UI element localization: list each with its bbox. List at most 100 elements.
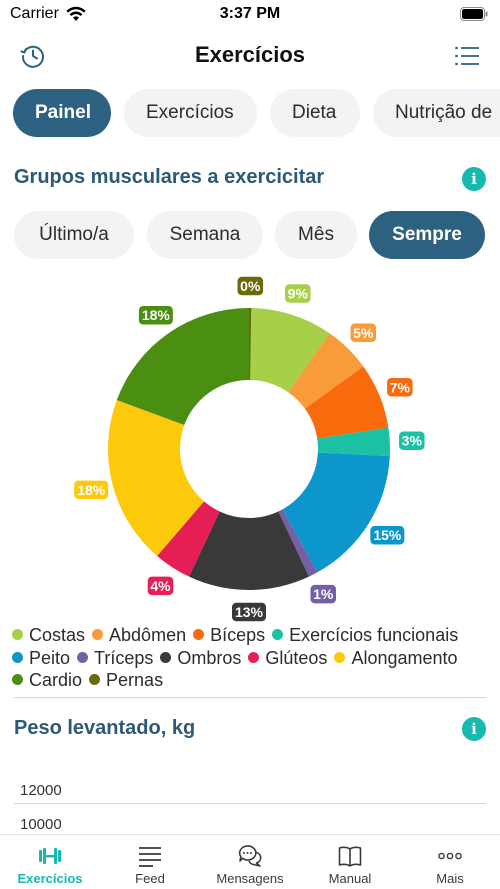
legend-item-cardio[interactable]: Cardio (12, 669, 82, 692)
legend-item-exercicios-funcionais[interactable]: Exercícios funcionais (272, 624, 458, 647)
legend-label: Pernas (106, 670, 164, 690)
legend-label: Tríceps (94, 647, 154, 668)
y-tick-label: 10000 (20, 816, 62, 833)
bottom-tab-label: Mais (436, 871, 464, 886)
feed-icon (139, 847, 161, 867)
tab-dieta[interactable]: Dieta (270, 89, 360, 137)
clock: 3:37 PM (219, 5, 281, 22)
period-always[interactable]: Sempre (369, 211, 485, 259)
legend-item-ombros[interactable]: Ombros (160, 647, 241, 670)
svg-text:13%: 13% (235, 604, 264, 620)
svg-text:15%: 15% (373, 527, 402, 543)
legend-label: Peito (29, 647, 71, 668)
muscle-groups-donut-chart: 9% 5% 7% 3% 15% 1% 13% 4% 18% 18% 0% (72, 275, 427, 622)
divider (14, 697, 486, 698)
legend-item-alongamento[interactable]: Alongamento (334, 647, 458, 670)
list-icon[interactable] (454, 44, 480, 68)
donut-slice-triceps[interactable] (278, 509, 318, 577)
legend-item-triceps[interactable]: Tríceps (77, 647, 153, 670)
period-selector: Último/a Semana Mês Sempre (0, 211, 500, 259)
legend-label: Exercícios funcionais (289, 625, 459, 645)
slice-label-cardio: 18% (137, 304, 175, 326)
info-icon[interactable]: i (462, 717, 486, 741)
svg-text:18%: 18% (142, 307, 171, 323)
slice-label-costas: 9% (283, 282, 313, 305)
book-icon (338, 846, 362, 867)
legend-item-abdomen[interactable]: Abdômen (92, 624, 186, 647)
period-month[interactable]: Mês (275, 211, 357, 259)
tab-nutricao[interactable]: Nutrição de (373, 89, 500, 137)
legend-item-costas[interactable]: Costas (12, 624, 85, 647)
svg-text:3%: 3% (402, 433, 423, 449)
slice-label-pernas: 0% (236, 275, 265, 297)
legend-swatch (89, 674, 101, 685)
legend-swatch (12, 674, 23, 685)
bottom-tab-feed[interactable]: Feed (100, 835, 200, 889)
tab-exercicios[interactable]: Exercícios (124, 89, 257, 137)
legend-label: Ombros (177, 647, 242, 668)
svg-text:18%: 18% (77, 482, 106, 498)
page-title: Exercícios (194, 42, 306, 67)
bottom-tab-mensagens[interactable]: Mensagens (200, 835, 300, 889)
svg-text:7%: 7% (390, 379, 411, 395)
donut-slice-exercicios-funcionais[interactable] (317, 427, 390, 457)
legend-item-peito[interactable]: Peito (12, 647, 70, 670)
legend-swatch (334, 651, 346, 663)
legend-label: Costas (29, 625, 86, 645)
slice-label-abdomen: 5% (349, 322, 378, 344)
legend-swatch (272, 629, 284, 640)
bottom-tab-mais[interactable]: Mais (400, 835, 500, 889)
donut-slice-gluteos[interactable] (157, 501, 220, 577)
legend-label: Bíceps (210, 625, 266, 645)
bottom-tab-label: Mensagens (216, 871, 284, 886)
donut-slice-biceps[interactable] (304, 366, 389, 439)
slice-label-alongamento: 18% (72, 479, 110, 501)
y-tick-label: 12000 (20, 782, 62, 799)
donut-slice-abdomen[interactable] (288, 333, 364, 409)
carrier-label: Carrier (10, 5, 59, 22)
more-dots-icon (438, 852, 462, 860)
donut-slice-alongamento[interactable] (108, 400, 205, 556)
info-icon[interactable]: i (462, 167, 486, 191)
chart-legend: Costas Abdômen Bíceps Exercícios funcionais… (12, 624, 496, 692)
donut-slice-costas[interactable] (249, 308, 330, 393)
donut-slice-pernas[interactable] (249, 308, 252, 381)
donut-slice-ombros[interactable] (189, 511, 309, 590)
legend-label: Alongamento (351, 647, 458, 668)
legend-swatch (160, 651, 172, 663)
history-icon[interactable] (20, 43, 46, 69)
tab-painel[interactable]: Painel (13, 89, 111, 137)
dumbbell-icon (39, 848, 61, 864)
legend-item-pernas[interactable]: Pernas (89, 669, 163, 692)
bottom-tab-manual[interactable]: Manual (300, 835, 400, 889)
bottom-tab-label: Manual (328, 871, 372, 886)
legend-swatch (12, 651, 23, 663)
legend-label: Glúteos (265, 647, 328, 668)
period-week[interactable]: Semana (147, 211, 263, 259)
svg-text:1%: 1% (313, 586, 334, 602)
slice-label-ombros: 13% (230, 601, 268, 622)
bottom-tab-label: Exercícios (17, 871, 83, 886)
svg-text:4%: 4% (150, 578, 171, 594)
legend-swatch (92, 629, 104, 640)
bottom-tab-exercicios[interactable]: Exercícios (0, 835, 100, 889)
svg-text:9%: 9% (288, 285, 309, 301)
legend-item-gluteos[interactable]: Glúteos (248, 647, 327, 670)
period-last[interactable]: Último/a (14, 211, 134, 259)
legend-swatch (77, 651, 89, 663)
bottom-tab-bar: Exercícios Feed Mensagens Manual Mai (0, 834, 500, 889)
nav-bar: Exercícios (0, 30, 500, 82)
top-tabs: Painel Exercícios Dieta Nutrição de (0, 89, 500, 137)
weight-lifted-title: Peso levantado, kg (14, 717, 196, 739)
legend-swatch (248, 651, 260, 663)
battery-icon (460, 7, 488, 21)
donut-slice-peito[interactable] (282, 452, 390, 573)
bottom-tab-label: Feed (135, 871, 165, 886)
wifi-icon (66, 6, 86, 21)
legend-swatch (193, 629, 205, 640)
legend-swatch (12, 629, 23, 640)
slice-label-biceps: 7% (385, 376, 415, 399)
weight-lifted-chart: 12000 10000 (14, 770, 486, 836)
donut-slice-cardio[interactable] (116, 308, 249, 426)
legend-item-biceps[interactable]: Bíceps (193, 624, 265, 647)
